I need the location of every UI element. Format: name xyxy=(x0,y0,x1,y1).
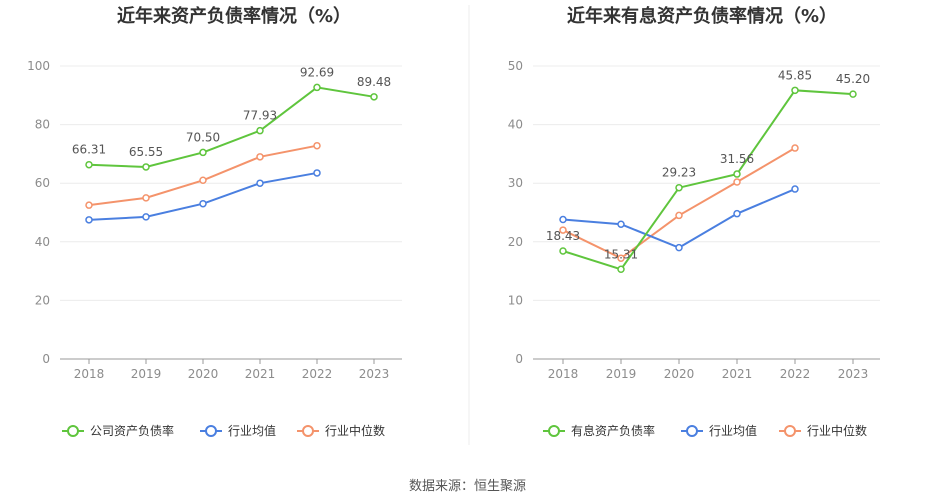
data-label: 45.20 xyxy=(836,72,870,86)
legend-marker xyxy=(205,425,217,437)
data-point xyxy=(559,247,567,255)
data-point xyxy=(142,213,150,221)
data-point xyxy=(85,216,93,224)
chart-left: 近年来资产负债率情况（%） 0 20 40 60 80 100 2018 2019 2020 202… xyxy=(27,5,402,438)
legend-marker xyxy=(302,425,314,437)
data-point xyxy=(675,211,683,220)
data-point xyxy=(256,179,264,187)
x-tick-label: 2021 xyxy=(722,367,753,381)
x-tick-label: 2023 xyxy=(359,367,390,381)
legend-marker xyxy=(548,425,560,437)
legend-marker xyxy=(686,425,698,437)
legend-item[interactable]: 行业中位数 xyxy=(297,423,385,438)
data-point xyxy=(313,169,321,177)
legend-item[interactable]: 行业中位数 xyxy=(779,423,867,438)
data-point xyxy=(733,209,741,218)
data-point xyxy=(199,176,207,185)
legend-label: 行业均值 xyxy=(228,423,276,438)
y-tick-label: 80 xyxy=(35,118,50,132)
data-point xyxy=(199,199,207,208)
x-tick-label: 2020 xyxy=(188,367,219,381)
data-point xyxy=(559,215,567,224)
data-label: 92.69 xyxy=(300,65,334,79)
data-point xyxy=(791,144,799,152)
data-point xyxy=(85,201,93,209)
chart-title: 近年来有息资产负债率情况（%） xyxy=(567,5,837,27)
data-point xyxy=(559,226,567,234)
x-tick-label: 2021 xyxy=(245,367,276,381)
data-point xyxy=(733,170,741,178)
legend-marker xyxy=(67,425,79,437)
data-point xyxy=(370,93,378,101)
x-tick-label: 2019 xyxy=(606,367,637,381)
chart-title: 近年来资产负债率情况（%） xyxy=(117,5,351,27)
data-label: 66.31 xyxy=(72,143,106,157)
data-point xyxy=(313,141,321,150)
data-label: 65.55 xyxy=(129,145,163,159)
y-tick-label: 60 xyxy=(35,176,50,190)
y-tick-label: 30 xyxy=(508,176,523,190)
legend-item[interactable]: 有息资产负债率 xyxy=(543,423,655,438)
x-tick-label: 2019 xyxy=(131,367,162,381)
legend-label: 行业中位数 xyxy=(807,423,867,438)
data-label: 15.31 xyxy=(604,247,638,261)
data-point xyxy=(199,148,207,157)
data-point xyxy=(85,160,93,169)
legend-item[interactable]: 公司资产负债率 xyxy=(62,423,174,438)
x-tick-label: 2018 xyxy=(548,367,579,381)
data-point xyxy=(791,86,799,95)
y-tick-label: 10 xyxy=(508,293,523,307)
data-label: 29.23 xyxy=(662,166,696,180)
legend-marker xyxy=(784,425,796,437)
legend-item[interactable]: 行业均值 xyxy=(681,423,757,438)
data-point xyxy=(617,265,625,274)
y-tick-label: 100 xyxy=(27,59,50,73)
data-point xyxy=(256,153,264,161)
data-point xyxy=(791,185,799,193)
x-tick-label: 2022 xyxy=(302,367,333,381)
x-tick-label: 2023 xyxy=(838,367,869,381)
chart-right: 近年来有息资产负债率情况（%） 0 10 20 30 40 50 2018 2019 2020 20… xyxy=(508,5,880,438)
data-label: 45.85 xyxy=(778,68,812,82)
data-point xyxy=(675,243,683,252)
data-point xyxy=(675,183,683,192)
data-label: 77.93 xyxy=(243,109,277,123)
x-tick-label: 2022 xyxy=(780,367,811,381)
data-point xyxy=(256,126,264,135)
x-tick-label: 2020 xyxy=(664,367,695,381)
legend-label: 有息资产负债率 xyxy=(571,423,655,438)
data-label: 31.56 xyxy=(720,152,754,166)
data-label: 70.50 xyxy=(186,130,220,144)
legend-label: 行业中位数 xyxy=(325,423,385,438)
legend-label: 公司资产负债率 xyxy=(90,423,174,438)
y-tick-label: 20 xyxy=(508,235,523,249)
data-point xyxy=(617,220,625,228)
y-tick-label: 0 xyxy=(42,352,50,366)
data-point xyxy=(617,254,625,262)
legend-label: 行业均值 xyxy=(709,423,757,438)
y-tick-label: 0 xyxy=(515,352,523,366)
data-point xyxy=(142,194,150,202)
data-source: 数据来源：恒生聚源 xyxy=(408,479,526,494)
y-tick-label: 20 xyxy=(35,293,50,307)
data-point xyxy=(849,90,857,98)
y-tick-label: 50 xyxy=(508,59,523,73)
series-line xyxy=(88,86,375,168)
data-label: 89.48 xyxy=(357,75,391,89)
data-label: 18.43 xyxy=(546,229,580,243)
y-tick-label: 40 xyxy=(35,235,50,249)
series-line xyxy=(562,89,854,271)
y-tick-label: 40 xyxy=(508,118,523,132)
data-point xyxy=(733,178,741,186)
data-point xyxy=(313,83,321,92)
x-tick-label: 2018 xyxy=(74,367,105,381)
data-point xyxy=(142,163,150,171)
legend-item[interactable]: 行业均值 xyxy=(200,423,276,438)
